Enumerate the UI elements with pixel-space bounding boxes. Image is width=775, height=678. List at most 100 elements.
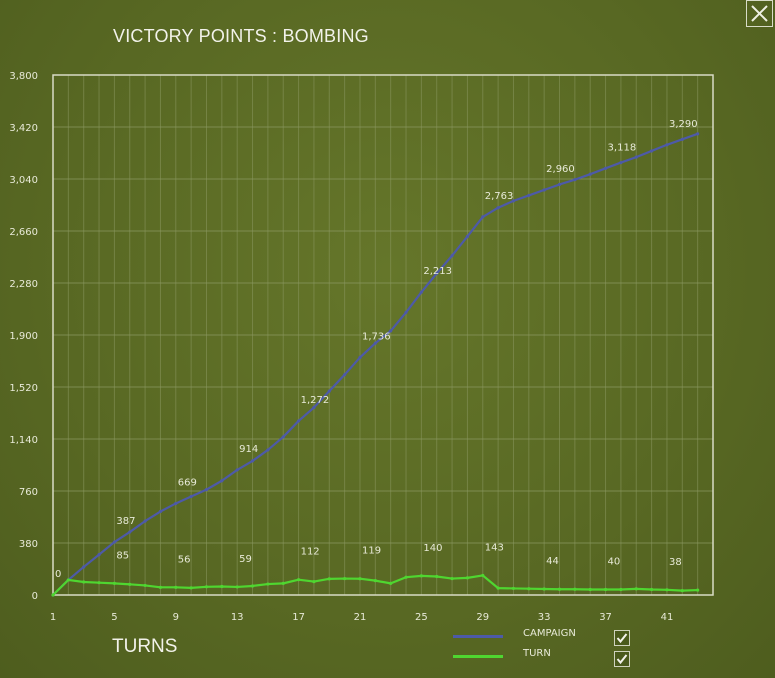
data-point-campaign	[419, 290, 423, 294]
data-point-campaign	[557, 182, 562, 187]
close-button[interactable]	[746, 0, 773, 27]
x-tick-label: 37	[599, 612, 612, 623]
x-tick-label: 25	[415, 612, 428, 623]
data-label-turn: 143	[485, 542, 504, 553]
data-point-campaign	[680, 137, 684, 141]
data-point-campaign	[588, 172, 592, 176]
x-tick-label: 5	[111, 612, 117, 623]
data-point-campaign	[404, 310, 408, 315]
x-tick-label: 21	[354, 612, 367, 623]
data-point-turn	[450, 576, 454, 581]
legend-label-turn: TURN	[523, 648, 551, 659]
data-point-turn	[327, 577, 331, 581]
data-label-campaign: 2,213	[423, 266, 452, 277]
data-point-turn	[404, 575, 408, 579]
data-point-turn	[619, 587, 623, 592]
data-point-turn	[82, 580, 86, 584]
campaign-checkbox[interactable]	[614, 630, 630, 646]
x-tick-label: 1	[50, 612, 56, 623]
data-label-campaign: 669	[178, 477, 197, 488]
data-label-campaign: 2,763	[485, 191, 514, 202]
data-point-campaign	[327, 389, 331, 393]
y-tick-label: 2,280	[9, 279, 38, 290]
legend-label-campaign: CAMPAIGN	[523, 628, 576, 639]
data-label-turn: 119	[362, 546, 381, 557]
data-point-campaign	[343, 373, 347, 377]
data-point-turn	[66, 578, 70, 582]
data-point-campaign	[281, 435, 285, 439]
y-tick-label: 1,900	[9, 331, 38, 342]
data-point-campaign	[634, 155, 638, 159]
data-point-turn	[496, 586, 500, 590]
checkmark-icon	[616, 633, 628, 644]
chart-title: VICTORY POINTS : BOMBING	[113, 26, 369, 46]
data-point-campaign	[527, 193, 531, 198]
data-point-turn	[665, 588, 669, 592]
data-point-turn	[650, 587, 654, 592]
data-point-turn	[527, 587, 531, 591]
data-label-campaign: 3,290	[669, 119, 698, 130]
data-point-campaign	[189, 494, 193, 499]
data-label-turn: 85	[116, 550, 129, 561]
data-point-campaign	[174, 501, 178, 506]
data-point-campaign	[481, 215, 485, 219]
data-point-turn	[204, 585, 209, 589]
data-point-turn	[174, 585, 178, 589]
y-tick-label: 2,660	[9, 227, 38, 238]
legend-swatch-turn	[453, 655, 503, 658]
y-tick-label: 3,040	[9, 175, 38, 186]
data-point-turn	[588, 587, 592, 592]
data-point-turn	[220, 584, 224, 589]
data-label-campaign: 3,118	[608, 142, 637, 153]
data-point-campaign	[696, 132, 700, 136]
data-point-campaign	[542, 188, 546, 192]
data-label-turn: 44	[546, 556, 559, 567]
data-label-turn: 40	[608, 557, 621, 568]
x-tick-label: 29	[476, 612, 489, 623]
data-point-campaign	[97, 553, 101, 557]
data-point-campaign	[158, 509, 163, 514]
data-point-campaign	[650, 149, 654, 153]
data-point-campaign	[82, 565, 86, 569]
data-point-campaign	[511, 199, 516, 203]
data-point-campaign	[435, 271, 439, 276]
checkmark-icon	[616, 654, 628, 665]
data-label-turn: 59	[239, 554, 252, 565]
data-point-turn	[189, 586, 193, 590]
legend-item-turn: TURN	[453, 648, 551, 659]
data-point-campaign	[496, 206, 500, 210]
x-tick-label: 13	[231, 612, 244, 623]
y-tick-label: 1,520	[9, 383, 38, 394]
data-point-campaign	[465, 234, 470, 239]
data-point-campaign	[573, 178, 577, 182]
data-point-turn	[358, 577, 362, 581]
data-point-campaign	[358, 355, 362, 360]
legend-item-campaign: CAMPAIGN	[453, 628, 576, 639]
data-point-turn	[573, 587, 577, 591]
data-point-turn	[389, 581, 393, 585]
data-point-campaign	[143, 519, 147, 523]
y-tick-label: 380	[19, 539, 38, 550]
turn-checkbox[interactable]	[614, 651, 630, 667]
data-point-campaign	[235, 468, 239, 472]
data-point-campaign	[204, 488, 209, 492]
data-point-turn	[312, 579, 316, 584]
data-point-campaign	[112, 540, 116, 544]
close-icon	[751, 5, 768, 22]
data-point-campaign	[373, 341, 377, 345]
data-label-campaign: 1,272	[301, 395, 330, 406]
data-point-campaign	[266, 448, 270, 452]
data-point-turn	[634, 587, 638, 591]
data-label-turn: 140	[423, 543, 442, 554]
x-tick-label: 41	[661, 612, 674, 623]
data-point-turn	[158, 585, 163, 589]
data-point-campaign	[296, 419, 301, 423]
data-label-turn: 56	[178, 554, 191, 565]
data-point-turn	[112, 581, 116, 585]
data-point-turn	[143, 583, 147, 588]
data-point-campaign	[312, 405, 316, 410]
plot-frame	[52, 74, 714, 596]
data-label-campaign: 387	[116, 516, 135, 527]
data-point-turn	[373, 579, 377, 583]
data-point-turn	[296, 578, 301, 582]
